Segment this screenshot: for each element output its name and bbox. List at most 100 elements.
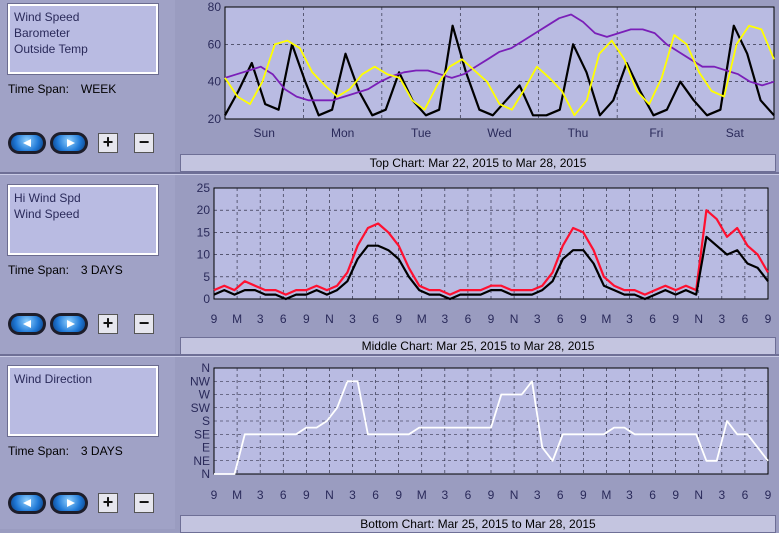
top-forward-button[interactable] (50, 132, 88, 154)
series-line (214, 380, 769, 475)
top-zoom-out-button[interactable]: − (134, 133, 154, 153)
top-zoom-in-button[interactable]: + (98, 133, 118, 153)
middle-forward-button[interactable] (50, 313, 88, 335)
middle-zoom-out-button[interactable]: − (134, 314, 154, 334)
x-tick-label: 6 (280, 312, 287, 326)
timespan-label: Time Span: (8, 82, 69, 96)
legend-item: Hi Wind Spd (14, 191, 81, 205)
x-tick-label: N (694, 488, 703, 502)
bottom-back-button[interactable] (8, 492, 46, 514)
series-line (213, 235, 769, 301)
x-tick-label: 9 (765, 488, 772, 502)
middle-back-button[interactable] (8, 313, 46, 335)
x-tick-label: 3 (349, 312, 356, 326)
x-tick-label: M (232, 312, 242, 326)
bottom-timespan: Time Span: 3 DAYS (8, 444, 123, 458)
x-tick-label: 9 (303, 312, 310, 326)
bottom-chart-caption: Bottom Chart: Mar 25, 2015 to Mar 28, 20… (180, 515, 776, 533)
x-tick-label: Tue (411, 126, 432, 140)
x-tick-label: Wed (487, 126, 511, 140)
x-tick-label: M (232, 488, 242, 502)
y-tick-label: SW (191, 401, 211, 415)
arrow-right-icon (67, 320, 75, 328)
y-tick-label: 10 (197, 248, 211, 262)
x-tick-label: 6 (742, 312, 749, 326)
x-tick-label: 9 (303, 488, 310, 502)
y-tick-label: 25 (197, 181, 211, 195)
y-tick-label: 15 (197, 225, 211, 239)
x-tick-label: 9 (395, 488, 402, 502)
middle-zoom-in-button[interactable]: + (98, 314, 118, 334)
y-tick-label: SE (194, 427, 210, 441)
bottom-legend-box: Wind Direction (7, 365, 159, 437)
x-tick-label: 6 (465, 488, 472, 502)
x-tick-label: Sat (726, 126, 745, 140)
legend-item: Outside Temp (14, 42, 88, 56)
x-tick-label: 6 (742, 488, 749, 502)
x-tick-label: N (325, 488, 334, 502)
timespan-value: 3 DAYS (80, 263, 123, 277)
y-tick-label: NE (193, 454, 210, 468)
y-tick-label: 5 (203, 270, 210, 284)
x-tick-label: N (694, 312, 703, 326)
top-timespan: Time Span: WEEK (8, 82, 116, 96)
x-tick-label: 9 (488, 312, 495, 326)
y-tick-label: W (199, 388, 211, 402)
top-chart: 20 40 60 80 Sun Mon Tue Wed Thu Fri Sat (208, 0, 775, 140)
top-legend-box: Wind Speed Barometer Outside Temp (7, 3, 159, 75)
x-tick-label: Thu (568, 126, 589, 140)
x-tick-label: 6 (649, 312, 656, 326)
x-tick-label: 9 (580, 312, 587, 326)
x-tick-label: Sun (254, 126, 275, 140)
series-line (224, 13, 775, 102)
x-tick-label: 3 (534, 488, 541, 502)
bottom-forward-button[interactable] (50, 492, 88, 514)
bottom-zoom-out-button[interactable]: − (134, 493, 154, 513)
x-tick-label: 6 (557, 488, 564, 502)
y-tick-label: 40 (208, 75, 222, 89)
x-tick-label: 3 (718, 488, 725, 502)
y-tick-label: 20 (197, 203, 211, 217)
x-tick-label: 6 (649, 488, 656, 502)
x-tick-label: Fri (649, 126, 663, 140)
x-tick-label: 3 (718, 312, 725, 326)
y-tick-label: S (202, 414, 210, 428)
legend-item: Wind Speed (14, 10, 80, 24)
arrow-left-icon (23, 499, 31, 507)
x-tick-label: 9 (672, 312, 679, 326)
panel-divider (0, 172, 779, 175)
x-tick-label: 3 (257, 312, 264, 326)
y-tick-label: 20 (208, 112, 222, 126)
arrow-left-icon (23, 139, 31, 147)
middle-chart-caption: Middle Chart: Mar 25, 2015 to Mar 28, 20… (180, 337, 776, 355)
x-tick-label: 3 (441, 488, 448, 502)
y-tick-label: 0 (203, 292, 210, 306)
legend-item: Barometer (14, 26, 71, 40)
x-tick-label: M (417, 312, 427, 326)
x-tick-label: 3 (441, 312, 448, 326)
x-tick-label: 9 (672, 488, 679, 502)
sidebar (0, 0, 175, 529)
x-tick-label: 3 (257, 488, 264, 502)
x-tick-label: 9 (765, 312, 772, 326)
bottom-zoom-in-button[interactable]: + (98, 493, 118, 513)
x-tick-label: 9 (395, 312, 402, 326)
x-tick-label: Mon (331, 126, 354, 140)
middle-timespan: Time Span: 3 DAYS (8, 263, 123, 277)
y-tick-label: 80 (208, 0, 222, 14)
middle-legend-box: Hi Wind Spd Wind Speed (7, 184, 159, 256)
timespan-label: Time Span: (8, 263, 69, 277)
x-tick-label: 3 (626, 312, 633, 326)
x-tick-label: 6 (557, 312, 564, 326)
arrow-left-icon (23, 320, 31, 328)
legend-item: Wind Speed (14, 207, 80, 221)
timespan-value: WEEK (80, 82, 117, 96)
y-tick-label: N (201, 467, 210, 481)
x-tick-label: 9 (211, 312, 218, 326)
legend-item: Wind Direction (14, 372, 93, 386)
y-tick-label: 60 (208, 37, 222, 51)
series-line (213, 209, 769, 296)
top-back-button[interactable] (8, 132, 46, 154)
y-tick-label: NW (190, 374, 211, 388)
x-tick-label: 9 (488, 488, 495, 502)
